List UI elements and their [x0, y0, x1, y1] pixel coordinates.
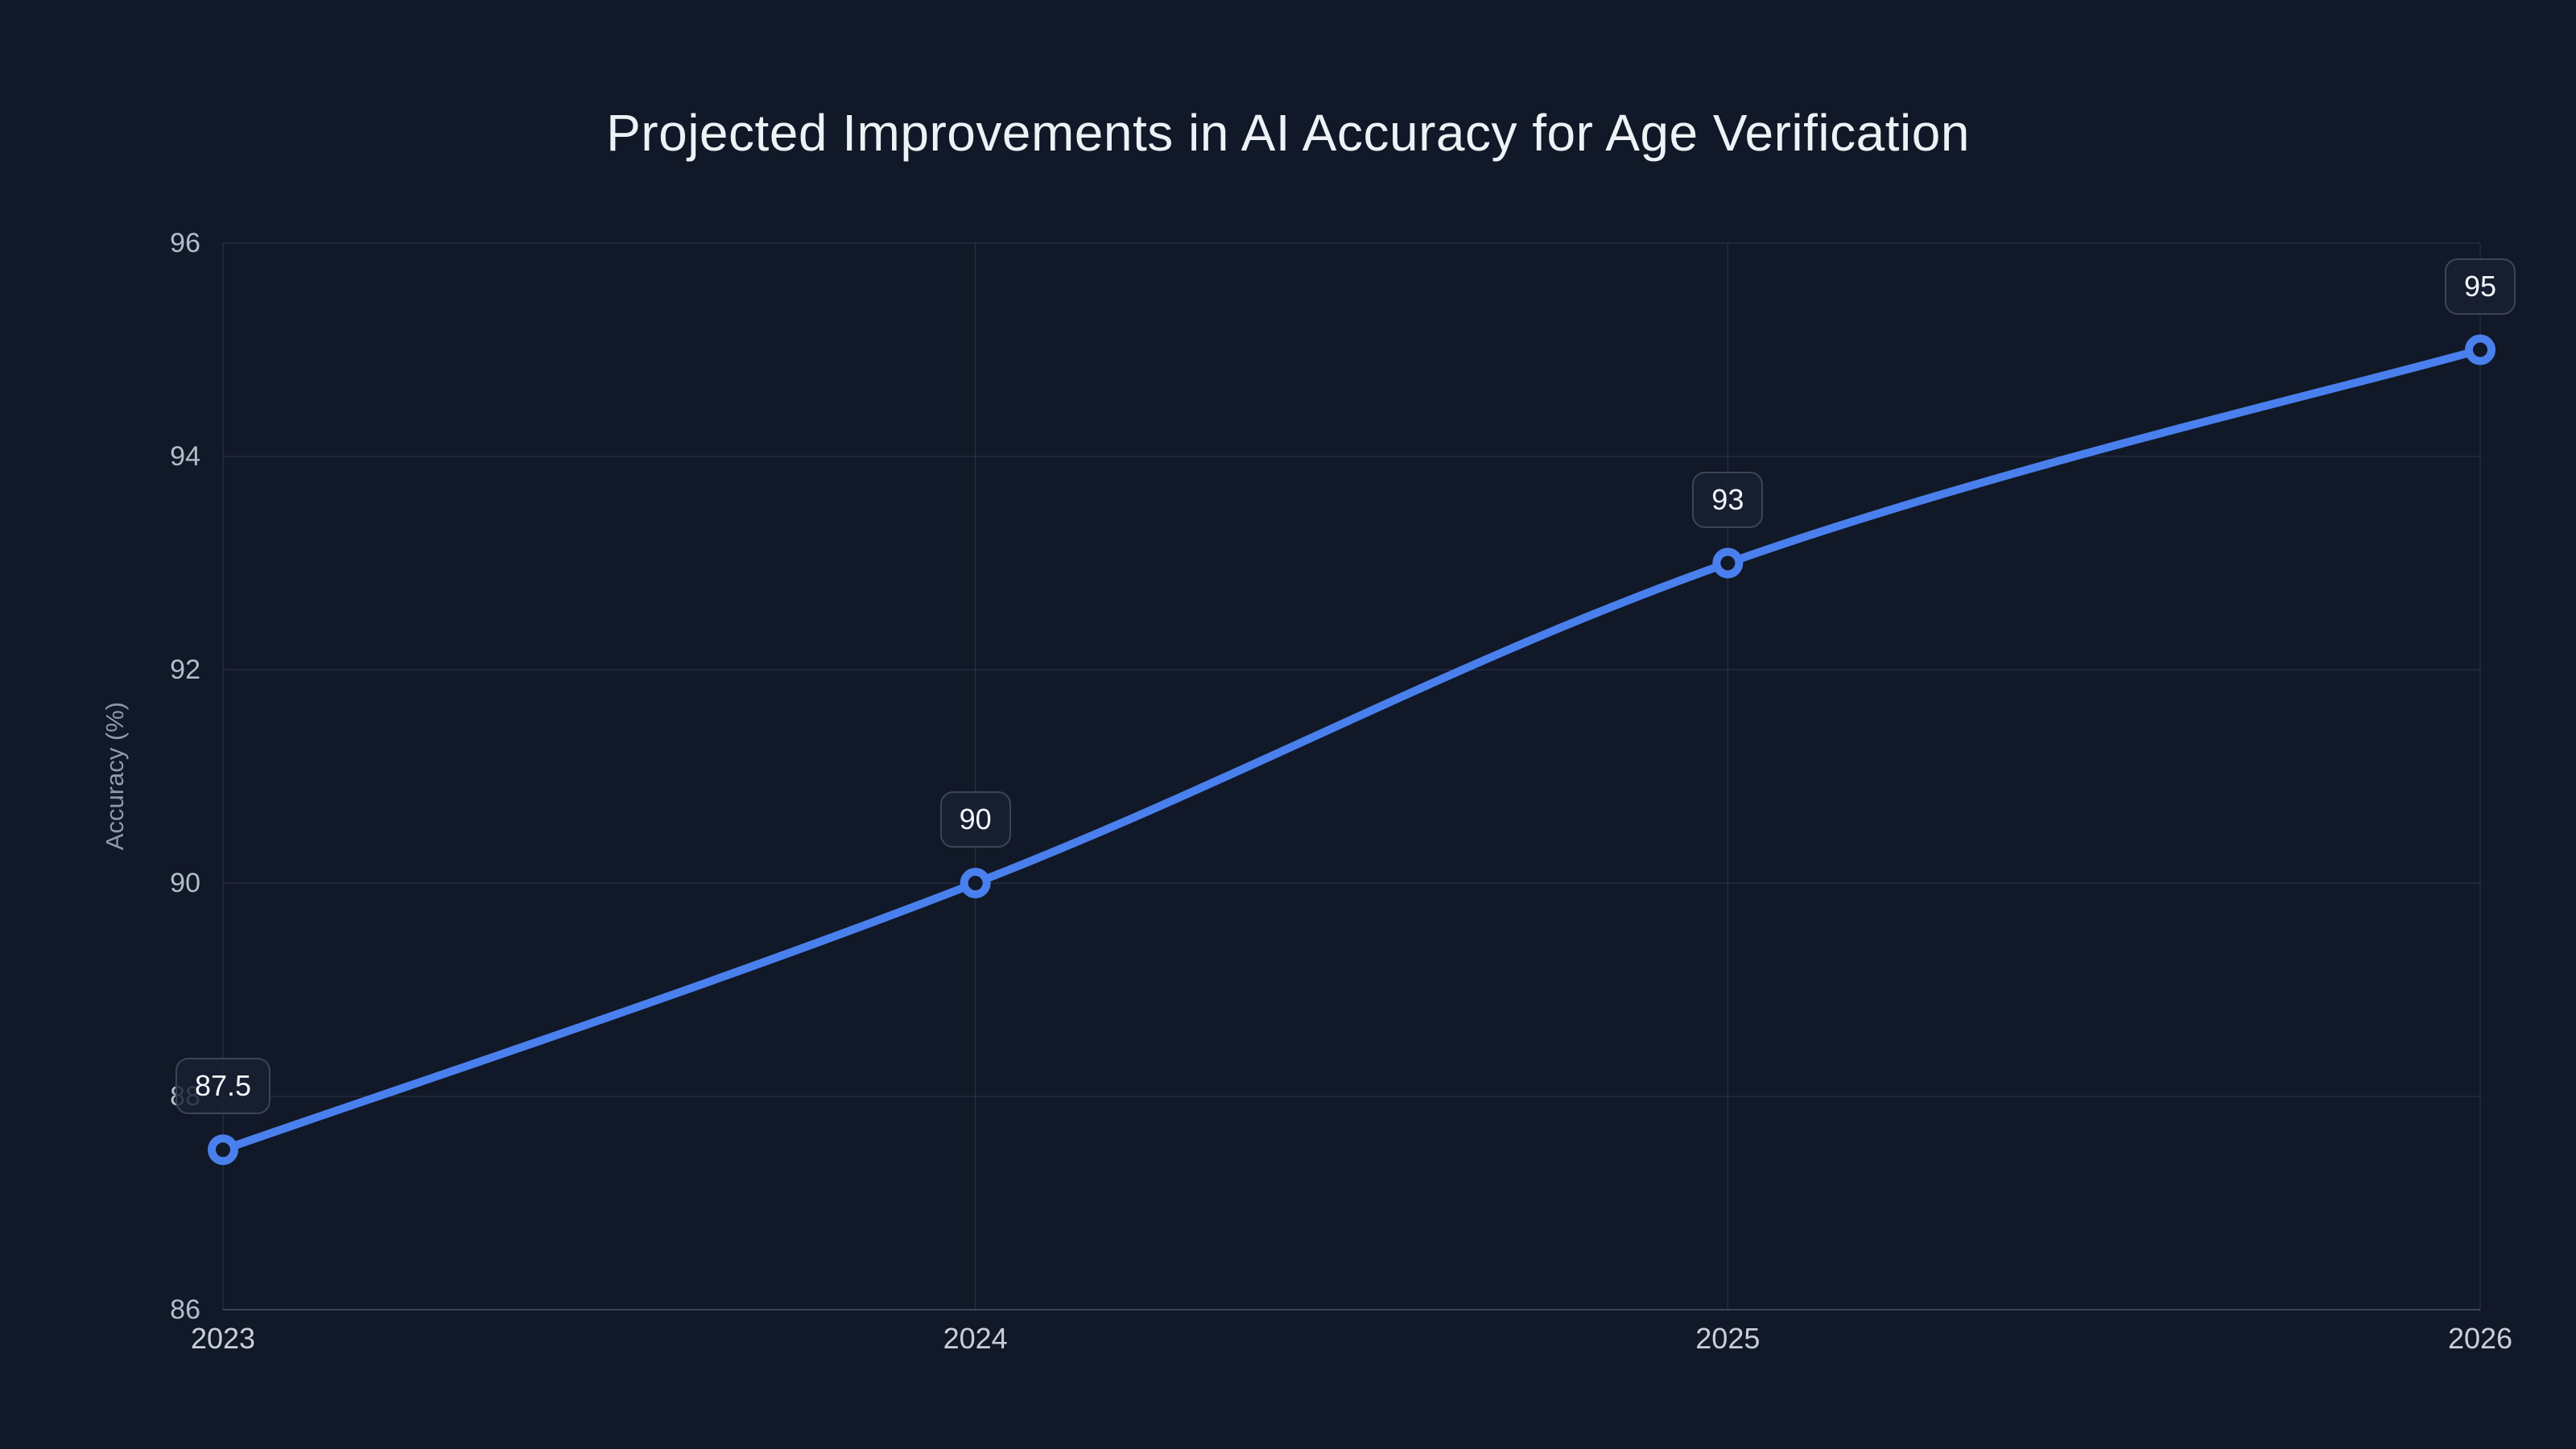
data-point-marker [960, 868, 991, 898]
y-axis-tick-label: 90 [170, 868, 200, 898]
x-axis-tick-label: 2023 [190, 1322, 256, 1355]
data-point-marker [2465, 334, 2496, 365]
data-point-label: 90 [939, 791, 1011, 848]
chart-title: Projected Improvements in AI Accuracy fo… [606, 104, 1970, 162]
y-axis-tick-label: 92 [170, 654, 200, 685]
y-axis-tick-label: 88 [0, 1080, 200, 1113]
y-axis-tick-label: 94 [170, 441, 200, 472]
y-axis-tick-label: 86 [170, 1294, 200, 1325]
data-point-label: 93 [1692, 471, 1764, 528]
data-point-marker [208, 1134, 238, 1166]
data-point-label: 87.5 [175, 1058, 271, 1115]
x-axis-tick-label: 2026 [2447, 1322, 2513, 1355]
data-point-label: 95 [2444, 258, 2516, 315]
data-point-marker [1712, 547, 1744, 579]
y-axis-tick-label: 96 [170, 228, 200, 258]
x-axis-tick-label: 2024 [943, 1322, 1008, 1355]
series-line [219, 345, 2484, 1154]
x-axis-tick-label: 2025 [1695, 1322, 1761, 1355]
